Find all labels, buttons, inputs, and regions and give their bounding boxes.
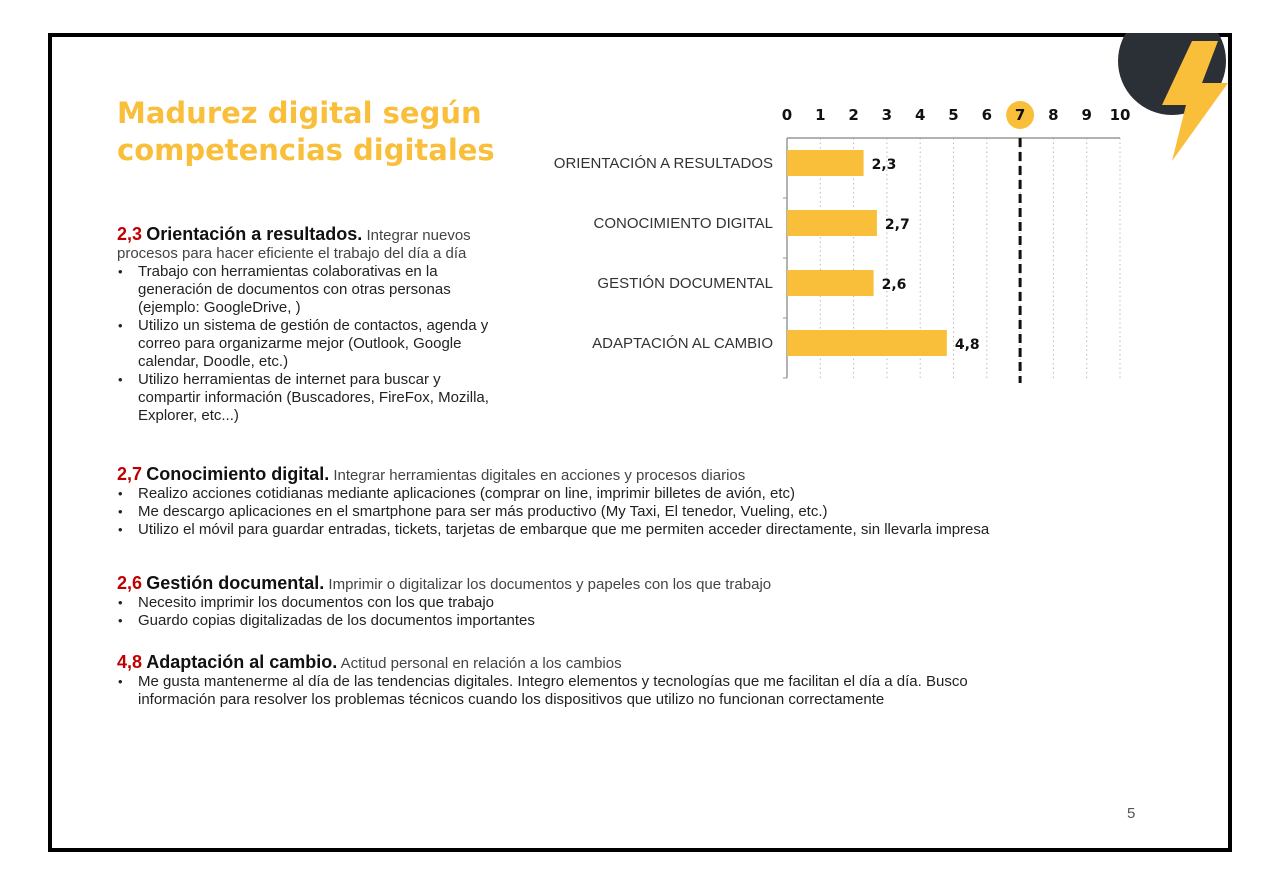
section-heading: 2,3 Orientación a resultados. Integrar n… — [117, 225, 502, 263]
list-item: Necesito imprimir los documentos con los… — [118, 594, 997, 612]
category-label: ADAPTACIÓN AL CAMBIO — [592, 335, 773, 352]
x-tick-label: 6 — [982, 106, 992, 124]
x-tick-label: 1 — [815, 106, 825, 124]
section-score: 4,8 — [117, 652, 143, 672]
x-tick-label: 3 — [882, 106, 892, 124]
value-label: 4,8 — [955, 337, 980, 353]
section-description: Integrar nuevos procesos para hacer efic… — [117, 227, 471, 262]
list-item: Utilizo el móvil para guardar entradas, … — [118, 521, 997, 539]
value-label: 2,3 — [872, 157, 897, 173]
page-number: 5 — [1127, 805, 1136, 822]
bullet-list: Realizo acciones cotidianas mediante apl… — [117, 485, 997, 539]
section-score: 2,3 — [117, 224, 143, 244]
section-description: Imprimir o digitalizar los documentos y … — [328, 576, 772, 593]
bar — [787, 210, 877, 236]
list-item: Trabajo con herramientas colaborativas e… — [118, 263, 502, 317]
x-tick-label: 10 — [1110, 106, 1131, 124]
section-name: Gestión documental. — [146, 573, 325, 593]
section-name: Orientación a resultados. — [146, 224, 363, 244]
section-orientacion: 2,3 Orientación a resultados. Integrar n… — [117, 225, 502, 425]
section-name: Adaptación al cambio. — [146, 652, 338, 672]
reference-marker — [1006, 101, 1035, 129]
lightning-logo-icon — [1118, 33, 1228, 161]
category-label: CONOCIMIENTO DIGITAL — [594, 215, 773, 232]
section-score: 2,6 — [117, 573, 143, 593]
section-adaptacion: 4,8 Adaptación al cambio. Actitud person… — [117, 653, 997, 709]
title-line-2: competencias digitales — [117, 133, 495, 167]
list-item: Utilizo un sistema de gestión de contact… — [118, 317, 502, 371]
x-tick-label: 0 — [782, 106, 792, 124]
section-heading: 2,6 Gestión documental. Imprimir o digit… — [117, 574, 997, 594]
x-tick-label: 9 — [1081, 106, 1091, 124]
x-tick-label: 5 — [948, 106, 958, 124]
x-tick-label: 2 — [848, 106, 858, 124]
list-item: Me descargo aplicaciones en el smartphon… — [118, 503, 997, 521]
x-tick-label: 7 — [1015, 106, 1025, 124]
list-item: Guardo copias digitalizadas de los docum… — [118, 612, 997, 630]
x-tick-label: 8 — [1048, 106, 1058, 124]
value-label: 2,6 — [882, 277, 907, 293]
category-label: GESTIÓN DOCUMENTAL — [597, 275, 773, 292]
bullet-list: Me gusta mantenerme al día de las tenden… — [117, 673, 997, 709]
section-description: Actitud personal en relación a los cambi… — [340, 655, 622, 672]
bullet-list: Trabajo con herramientas colaborativas e… — [117, 263, 502, 425]
section-conocimiento: 2,7 Conocimiento digital. Integrar herra… — [117, 465, 997, 539]
section-description: Integrar herramientas digitales en accio… — [333, 467, 746, 484]
section-heading: 2,7 Conocimiento digital. Integrar herra… — [117, 465, 997, 485]
section-name: Conocimiento digital. — [146, 464, 330, 484]
list-item: Me gusta mantenerme al día de las tenden… — [118, 673, 997, 709]
bullet-list: Necesito imprimir los documentos con los… — [117, 594, 997, 630]
bar — [787, 270, 874, 296]
slide-frame — [48, 33, 1232, 852]
section-heading: 4,8 Adaptación al cambio. Actitud person… — [117, 653, 997, 673]
section-gestion: 2,6 Gestión documental. Imprimir o digit… — [117, 574, 997, 630]
category-label: ORIENTACIÓN A RESULTADOS — [554, 155, 773, 172]
list-item: Utilizo herramientas de internet para bu… — [118, 371, 502, 425]
bar — [787, 150, 864, 176]
page-title: Madurez digital según competencias digit… — [117, 95, 537, 169]
maturity-bar-chart: 0 1 2 3 4 5 6 7 8 9 10 ORIENTACIÓN A RESULTADOS 2,3 C… — [554, 101, 1131, 383]
x-tick-label: 4 — [915, 106, 925, 124]
bar — [787, 330, 947, 356]
section-score: 2,7 — [117, 464, 143, 484]
title-line-1: Madurez digital según — [117, 96, 482, 130]
value-label: 2,7 — [885, 217, 910, 233]
list-item: Realizo acciones cotidianas mediante apl… — [118, 485, 997, 503]
